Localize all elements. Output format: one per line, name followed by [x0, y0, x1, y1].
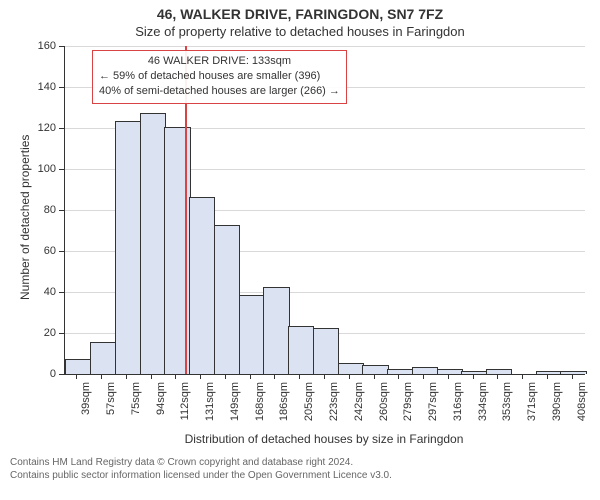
y-tick-mark [59, 87, 64, 88]
x-tick-mark [572, 374, 573, 379]
histogram-bar [338, 363, 364, 374]
x-tick-label: 75sqm [130, 382, 142, 415]
y-tick-label: 160 [26, 40, 56, 52]
x-tick-label: 205sqm [303, 382, 315, 421]
x-tick-label: 131sqm [204, 382, 216, 421]
y-tick-label: 20 [26, 327, 56, 339]
x-tick-mark [497, 374, 498, 379]
histogram-bar [560, 371, 586, 374]
x-tick-label: 57sqm [105, 382, 117, 415]
y-tick-mark [59, 210, 64, 211]
histogram-bar [65, 359, 91, 374]
x-tick-mark [274, 374, 275, 379]
y-tick-label: 40 [26, 286, 56, 298]
x-tick-mark [448, 374, 449, 379]
x-axis-label: Distribution of detached houses by size … [64, 432, 584, 446]
y-tick-mark [59, 169, 64, 170]
y-axis-label: Number of detached properties [18, 135, 32, 300]
histogram-bar [461, 371, 487, 374]
histogram-bar [387, 369, 413, 374]
x-tick-label: 112sqm [179, 382, 191, 420]
y-tick-label: 140 [26, 81, 56, 93]
x-tick-label: 39sqm [80, 382, 92, 415]
histogram-bar [263, 287, 289, 374]
y-tick-label: 100 [26, 163, 56, 175]
histogram-bar [115, 121, 141, 374]
info-box-line: ← 59% of detached houses are smaller (39… [99, 69, 340, 84]
y-tick-label: 60 [26, 245, 56, 257]
y-tick-mark [59, 333, 64, 334]
histogram-bar [536, 371, 562, 374]
x-tick-label: 260sqm [378, 382, 390, 421]
x-tick-label: 371sqm [526, 382, 538, 421]
x-tick-label: 149sqm [229, 382, 241, 421]
histogram-bar [437, 369, 463, 374]
footer-line-2: Contains public sector information licen… [10, 469, 392, 482]
x-tick-mark [349, 374, 350, 379]
x-tick-label: 297sqm [427, 382, 439, 421]
x-tick-label: 94sqm [155, 382, 167, 415]
x-tick-label: 334sqm [477, 382, 489, 421]
x-tick-label: 408sqm [576, 382, 588, 421]
x-tick-label: 390sqm [551, 382, 563, 421]
property-info-box: 46 WALKER DRIVE: 133sqm← 59% of detached… [92, 50, 347, 104]
title-main: 46, WALKER DRIVE, FARINGDON, SN7 7FZ [0, 0, 600, 22]
info-box-line: 40% of semi-detached houses are larger (… [99, 84, 340, 99]
histogram-bar [362, 365, 388, 374]
y-tick-mark [59, 46, 64, 47]
x-tick-mark [473, 374, 474, 379]
title-sub: Size of property relative to detached ho… [0, 22, 600, 39]
y-tick-mark [59, 292, 64, 293]
x-tick-mark [225, 374, 226, 379]
footer-line-1: Contains HM Land Registry data © Crown c… [10, 456, 392, 469]
histogram-bar [214, 225, 240, 374]
x-tick-mark [522, 374, 523, 379]
x-tick-label: 223sqm [328, 382, 340, 421]
y-tick-mark [59, 374, 64, 375]
y-tick-label: 80 [26, 204, 56, 216]
y-tick-label: 120 [26, 122, 56, 134]
x-tick-mark [299, 374, 300, 379]
histogram-bar [90, 342, 116, 374]
x-tick-mark [76, 374, 77, 379]
histogram-bar [313, 328, 339, 374]
y-tick-mark [59, 251, 64, 252]
x-tick-label: 186sqm [278, 382, 290, 421]
x-tick-mark [101, 374, 102, 379]
x-tick-mark [398, 374, 399, 379]
histogram-bar [239, 295, 265, 374]
y-tick-mark [59, 128, 64, 129]
histogram-bar [189, 197, 215, 374]
x-tick-mark [250, 374, 251, 379]
histogram-bar [288, 326, 314, 374]
x-tick-mark [423, 374, 424, 379]
x-tick-mark [324, 374, 325, 379]
x-tick-mark [547, 374, 548, 379]
info-box-line: 46 WALKER DRIVE: 133sqm [99, 54, 340, 69]
y-tick-label: 0 [26, 368, 56, 380]
histogram-bar [486, 369, 512, 374]
x-tick-mark [126, 374, 127, 379]
x-tick-mark [151, 374, 152, 379]
x-tick-label: 353sqm [501, 382, 513, 421]
x-tick-label: 168sqm [254, 382, 266, 421]
x-tick-label: 279sqm [402, 382, 414, 421]
x-tick-mark [200, 374, 201, 379]
footer-attribution: Contains HM Land Registry data © Crown c… [10, 456, 392, 482]
x-tick-label: 242sqm [353, 382, 365, 421]
histogram-bar [140, 113, 166, 374]
x-tick-mark [374, 374, 375, 379]
histogram-bar [412, 367, 438, 374]
x-tick-label: 316sqm [452, 382, 464, 421]
gridline [65, 46, 585, 47]
x-tick-mark [175, 374, 176, 379]
